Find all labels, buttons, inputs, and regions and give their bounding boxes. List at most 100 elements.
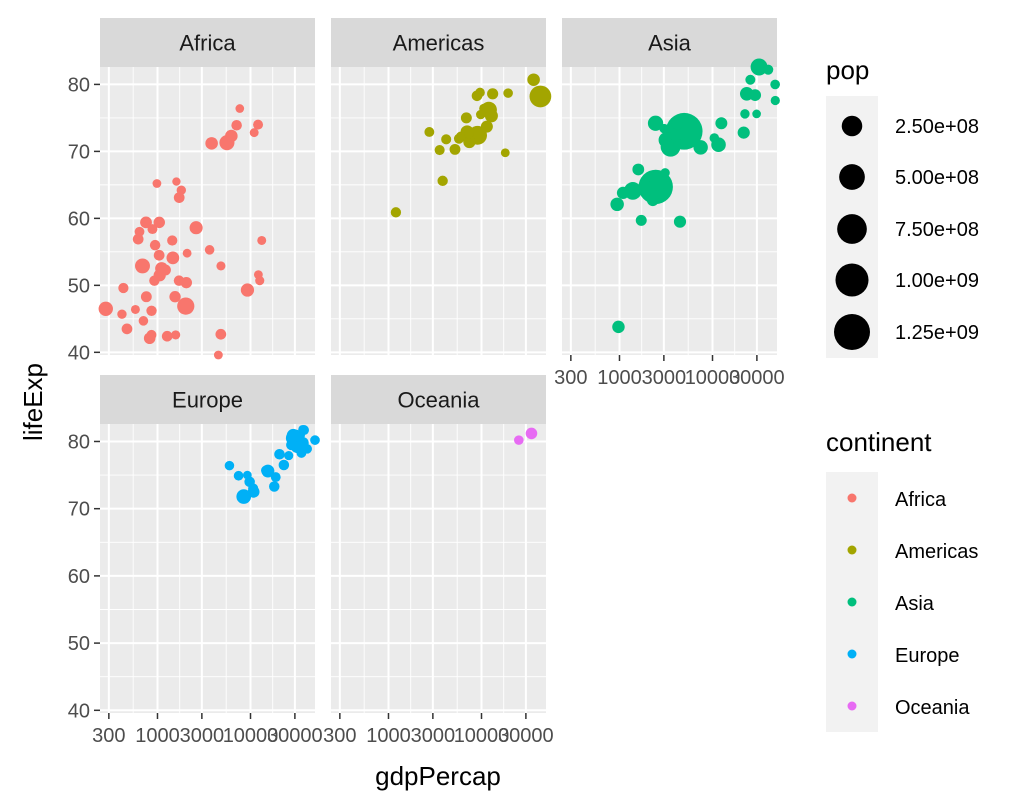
size-legend-label: 5.00e+08: [895, 167, 979, 189]
data-point-asia: [752, 109, 761, 119]
data-point-africa: [173, 192, 185, 203]
data-point-africa: [176, 185, 186, 195]
data-point-africa: [149, 239, 161, 251]
data-point-asia: [649, 172, 668, 191]
data-point-asia: [673, 215, 687, 228]
data-point-africa: [231, 120, 242, 131]
x-tick-label: 30000: [498, 725, 554, 747]
data-point-asia: [647, 115, 664, 131]
data-point-europe: [302, 444, 312, 454]
data-point-asia: [715, 117, 728, 130]
strip-africa: [100, 18, 315, 67]
data-point-europe: [261, 465, 271, 476]
panel-background-oceania: [331, 424, 546, 713]
x-tick-label: 30000: [267, 725, 323, 747]
data-point-asia: [740, 109, 750, 119]
data-point-americas: [500, 148, 510, 158]
y-tick-label: 40: [68, 700, 90, 722]
strip-asia: [562, 18, 777, 67]
data-point-africa: [205, 137, 218, 150]
y-tick-label: 40: [68, 342, 90, 364]
data-point-americas: [453, 133, 465, 144]
data-point-europe: [278, 459, 290, 471]
data-point-africa: [152, 179, 162, 188]
data-point-asia: [671, 118, 684, 130]
strip-americas: [331, 18, 546, 67]
size-legend-label: 2.50e+08: [895, 116, 979, 138]
data-point-africa: [135, 258, 150, 274]
data-point-europe: [236, 489, 252, 504]
data-point-africa: [177, 297, 195, 315]
color-legend-label-americas: Americas: [895, 541, 978, 563]
x-tick-label: 10000: [454, 725, 510, 747]
data-point-africa: [167, 235, 178, 246]
strip-label-oceania: Oceania: [398, 388, 481, 413]
data-point-asia: [659, 123, 669, 134]
strip-label-europe: Europe: [172, 388, 243, 413]
strip-label-asia: Asia: [648, 31, 692, 56]
y-tick-label: 50: [68, 275, 90, 297]
data-point-africa: [98, 301, 113, 316]
x-tick-label: 1000: [366, 725, 411, 747]
data-point-europe: [274, 448, 285, 460]
x-tick-label: 3000: [642, 367, 687, 389]
strip-label-americas: Americas: [393, 31, 485, 56]
data-point-americas: [463, 135, 476, 149]
y-axis-title: lifeExp: [18, 363, 48, 441]
color-legend-key-asia: [847, 597, 857, 607]
data-point-americas: [484, 109, 498, 123]
data-point-americas: [460, 112, 472, 124]
data-point-europe: [294, 441, 304, 452]
data-point-africa: [161, 330, 173, 342]
data-point-americas: [475, 87, 485, 98]
data-point-oceania: [514, 435, 524, 445]
x-tick-label: 3000: [411, 725, 456, 747]
data-point-africa: [240, 283, 255, 297]
data-point-africa: [153, 249, 165, 261]
strip-oceania: [331, 375, 546, 424]
data-point-americas: [464, 129, 474, 139]
color-legend-label-oceania: Oceania: [895, 697, 970, 719]
data-point-americas: [480, 120, 493, 133]
panel-background-europe: [100, 424, 315, 713]
data-point-asia: [770, 79, 780, 90]
x-tick-label: 300: [323, 725, 356, 747]
panel-americas: Americas: [331, 18, 552, 355]
data-point-asia: [660, 168, 670, 178]
data-point-europe: [248, 483, 259, 494]
x-tick-label: 300: [554, 367, 587, 389]
data-point-americas: [449, 143, 461, 155]
size-legend-label: 1.00e+09: [895, 270, 979, 292]
panel-background-americas: [331, 67, 546, 355]
data-point-asia: [763, 64, 774, 75]
data-point-americas: [441, 134, 452, 145]
data-point-africa: [149, 275, 160, 286]
strip-label-africa: Africa: [179, 31, 236, 56]
x-tick-label: 1000: [135, 725, 180, 747]
y-tick-label: 80: [68, 431, 90, 453]
size-legend-label: 7.50e+08: [895, 219, 979, 241]
data-point-africa: [172, 177, 181, 186]
size-legend-key: [839, 164, 865, 190]
data-point-europe: [269, 481, 280, 492]
y-tick-label: 60: [68, 208, 90, 230]
data-point-africa: [166, 251, 180, 265]
color-legend-label-europe: Europe: [895, 645, 960, 667]
data-point-americas: [527, 73, 540, 87]
y-tick-label: 50: [68, 633, 90, 655]
x-tick-label: 1000: [597, 367, 642, 389]
data-point-asia: [750, 58, 768, 76]
y-tick-label: 80: [68, 74, 90, 96]
data-point-africa: [140, 216, 152, 229]
size-legend-key: [835, 263, 869, 297]
x-tick-label: 3000: [180, 725, 225, 747]
data-point-africa: [249, 128, 259, 138]
data-point-asia: [737, 126, 750, 139]
data-point-asia: [616, 186, 630, 200]
size-legend-label: 1.25e+09: [895, 322, 979, 344]
data-point-americas: [529, 85, 552, 108]
color-legend-label-africa: Africa: [895, 489, 947, 511]
